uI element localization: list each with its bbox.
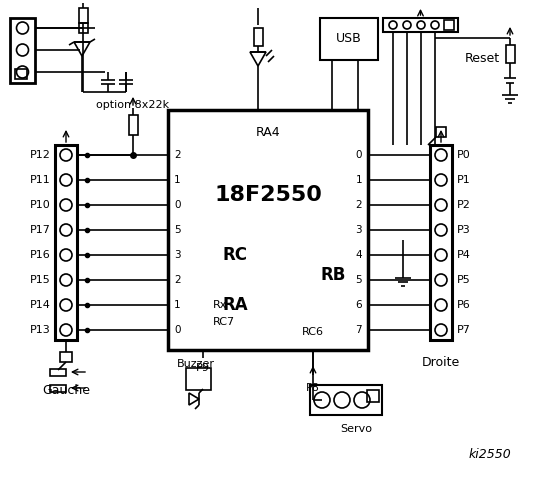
Circle shape xyxy=(435,299,447,311)
Text: 2: 2 xyxy=(356,200,362,210)
Bar xyxy=(79,8,87,23)
Text: P16: P16 xyxy=(30,250,51,260)
Circle shape xyxy=(334,392,350,408)
Text: RC6: RC6 xyxy=(302,327,324,337)
Bar xyxy=(253,28,263,46)
Text: P1: P1 xyxy=(457,175,471,185)
Text: 1: 1 xyxy=(356,175,362,185)
Bar xyxy=(430,145,452,340)
Text: 7: 7 xyxy=(356,325,362,335)
Bar xyxy=(79,23,87,33)
Circle shape xyxy=(435,199,447,211)
Text: Gauche: Gauche xyxy=(42,384,90,396)
Bar xyxy=(50,384,66,392)
Circle shape xyxy=(354,392,370,408)
Circle shape xyxy=(60,199,72,211)
Bar xyxy=(383,18,458,32)
Text: 5: 5 xyxy=(356,275,362,285)
Text: 3: 3 xyxy=(356,225,362,235)
Circle shape xyxy=(435,324,447,336)
Text: Reset: Reset xyxy=(465,51,500,64)
Text: P0: P0 xyxy=(457,150,471,160)
Bar xyxy=(186,368,211,390)
Text: P11: P11 xyxy=(30,175,51,185)
Circle shape xyxy=(60,224,72,236)
Text: 18F2550: 18F2550 xyxy=(214,185,322,205)
Text: 3: 3 xyxy=(174,250,181,260)
Text: P8: P8 xyxy=(306,383,320,393)
Circle shape xyxy=(435,174,447,186)
Circle shape xyxy=(403,21,411,29)
Bar xyxy=(10,18,35,83)
Bar xyxy=(436,127,446,137)
Circle shape xyxy=(389,21,397,29)
Text: option 8x22k: option 8x22k xyxy=(96,100,170,110)
Text: P6: P6 xyxy=(457,300,471,310)
Text: 4: 4 xyxy=(356,250,362,260)
Bar xyxy=(128,115,138,135)
Text: 1: 1 xyxy=(174,175,181,185)
Circle shape xyxy=(60,249,72,261)
Bar xyxy=(444,20,454,30)
Text: Servo: Servo xyxy=(340,424,372,434)
Text: P10: P10 xyxy=(30,200,51,210)
Text: 1: 1 xyxy=(174,300,181,310)
Text: P17: P17 xyxy=(30,225,51,235)
Text: P4: P4 xyxy=(457,250,471,260)
Circle shape xyxy=(17,22,29,34)
Bar xyxy=(320,18,378,60)
Circle shape xyxy=(60,274,72,286)
Circle shape xyxy=(17,44,29,56)
Circle shape xyxy=(60,174,72,186)
Text: P2: P2 xyxy=(457,200,471,210)
Bar xyxy=(55,145,77,340)
Circle shape xyxy=(314,392,330,408)
Text: P13: P13 xyxy=(30,325,51,335)
Text: P7: P7 xyxy=(457,325,471,335)
Bar xyxy=(505,45,514,63)
Circle shape xyxy=(435,274,447,286)
Bar xyxy=(367,390,379,402)
Text: 0: 0 xyxy=(174,325,180,335)
Text: P3: P3 xyxy=(457,225,471,235)
Text: P12: P12 xyxy=(30,150,51,160)
Text: RA4: RA4 xyxy=(255,125,280,139)
Circle shape xyxy=(60,149,72,161)
Text: 0: 0 xyxy=(356,150,362,160)
Bar xyxy=(15,69,27,79)
Bar xyxy=(60,352,72,362)
Circle shape xyxy=(435,224,447,236)
Text: 5: 5 xyxy=(174,225,181,235)
Circle shape xyxy=(60,324,72,336)
Text: USB: USB xyxy=(336,33,362,46)
Text: RC7: RC7 xyxy=(213,317,235,327)
Circle shape xyxy=(417,21,425,29)
Text: 0: 0 xyxy=(174,200,180,210)
Text: RC: RC xyxy=(223,246,248,264)
Circle shape xyxy=(435,249,447,261)
Text: RB: RB xyxy=(320,266,346,284)
Text: P14: P14 xyxy=(30,300,51,310)
Circle shape xyxy=(431,21,439,29)
Text: P15: P15 xyxy=(30,275,51,285)
Text: P5: P5 xyxy=(457,275,471,285)
Bar xyxy=(310,385,382,415)
Text: P9: P9 xyxy=(196,363,210,373)
Circle shape xyxy=(17,66,29,78)
Text: 2: 2 xyxy=(174,275,181,285)
Text: RA: RA xyxy=(223,296,249,314)
Text: Rx: Rx xyxy=(213,300,227,310)
Bar xyxy=(168,110,368,350)
Text: Buzzer: Buzzer xyxy=(177,359,215,369)
Text: ki2550: ki2550 xyxy=(468,448,512,461)
Text: Droite: Droite xyxy=(422,356,460,369)
Circle shape xyxy=(435,149,447,161)
Bar xyxy=(50,369,66,375)
Text: 6: 6 xyxy=(356,300,362,310)
Text: 2: 2 xyxy=(174,150,181,160)
Circle shape xyxy=(60,299,72,311)
